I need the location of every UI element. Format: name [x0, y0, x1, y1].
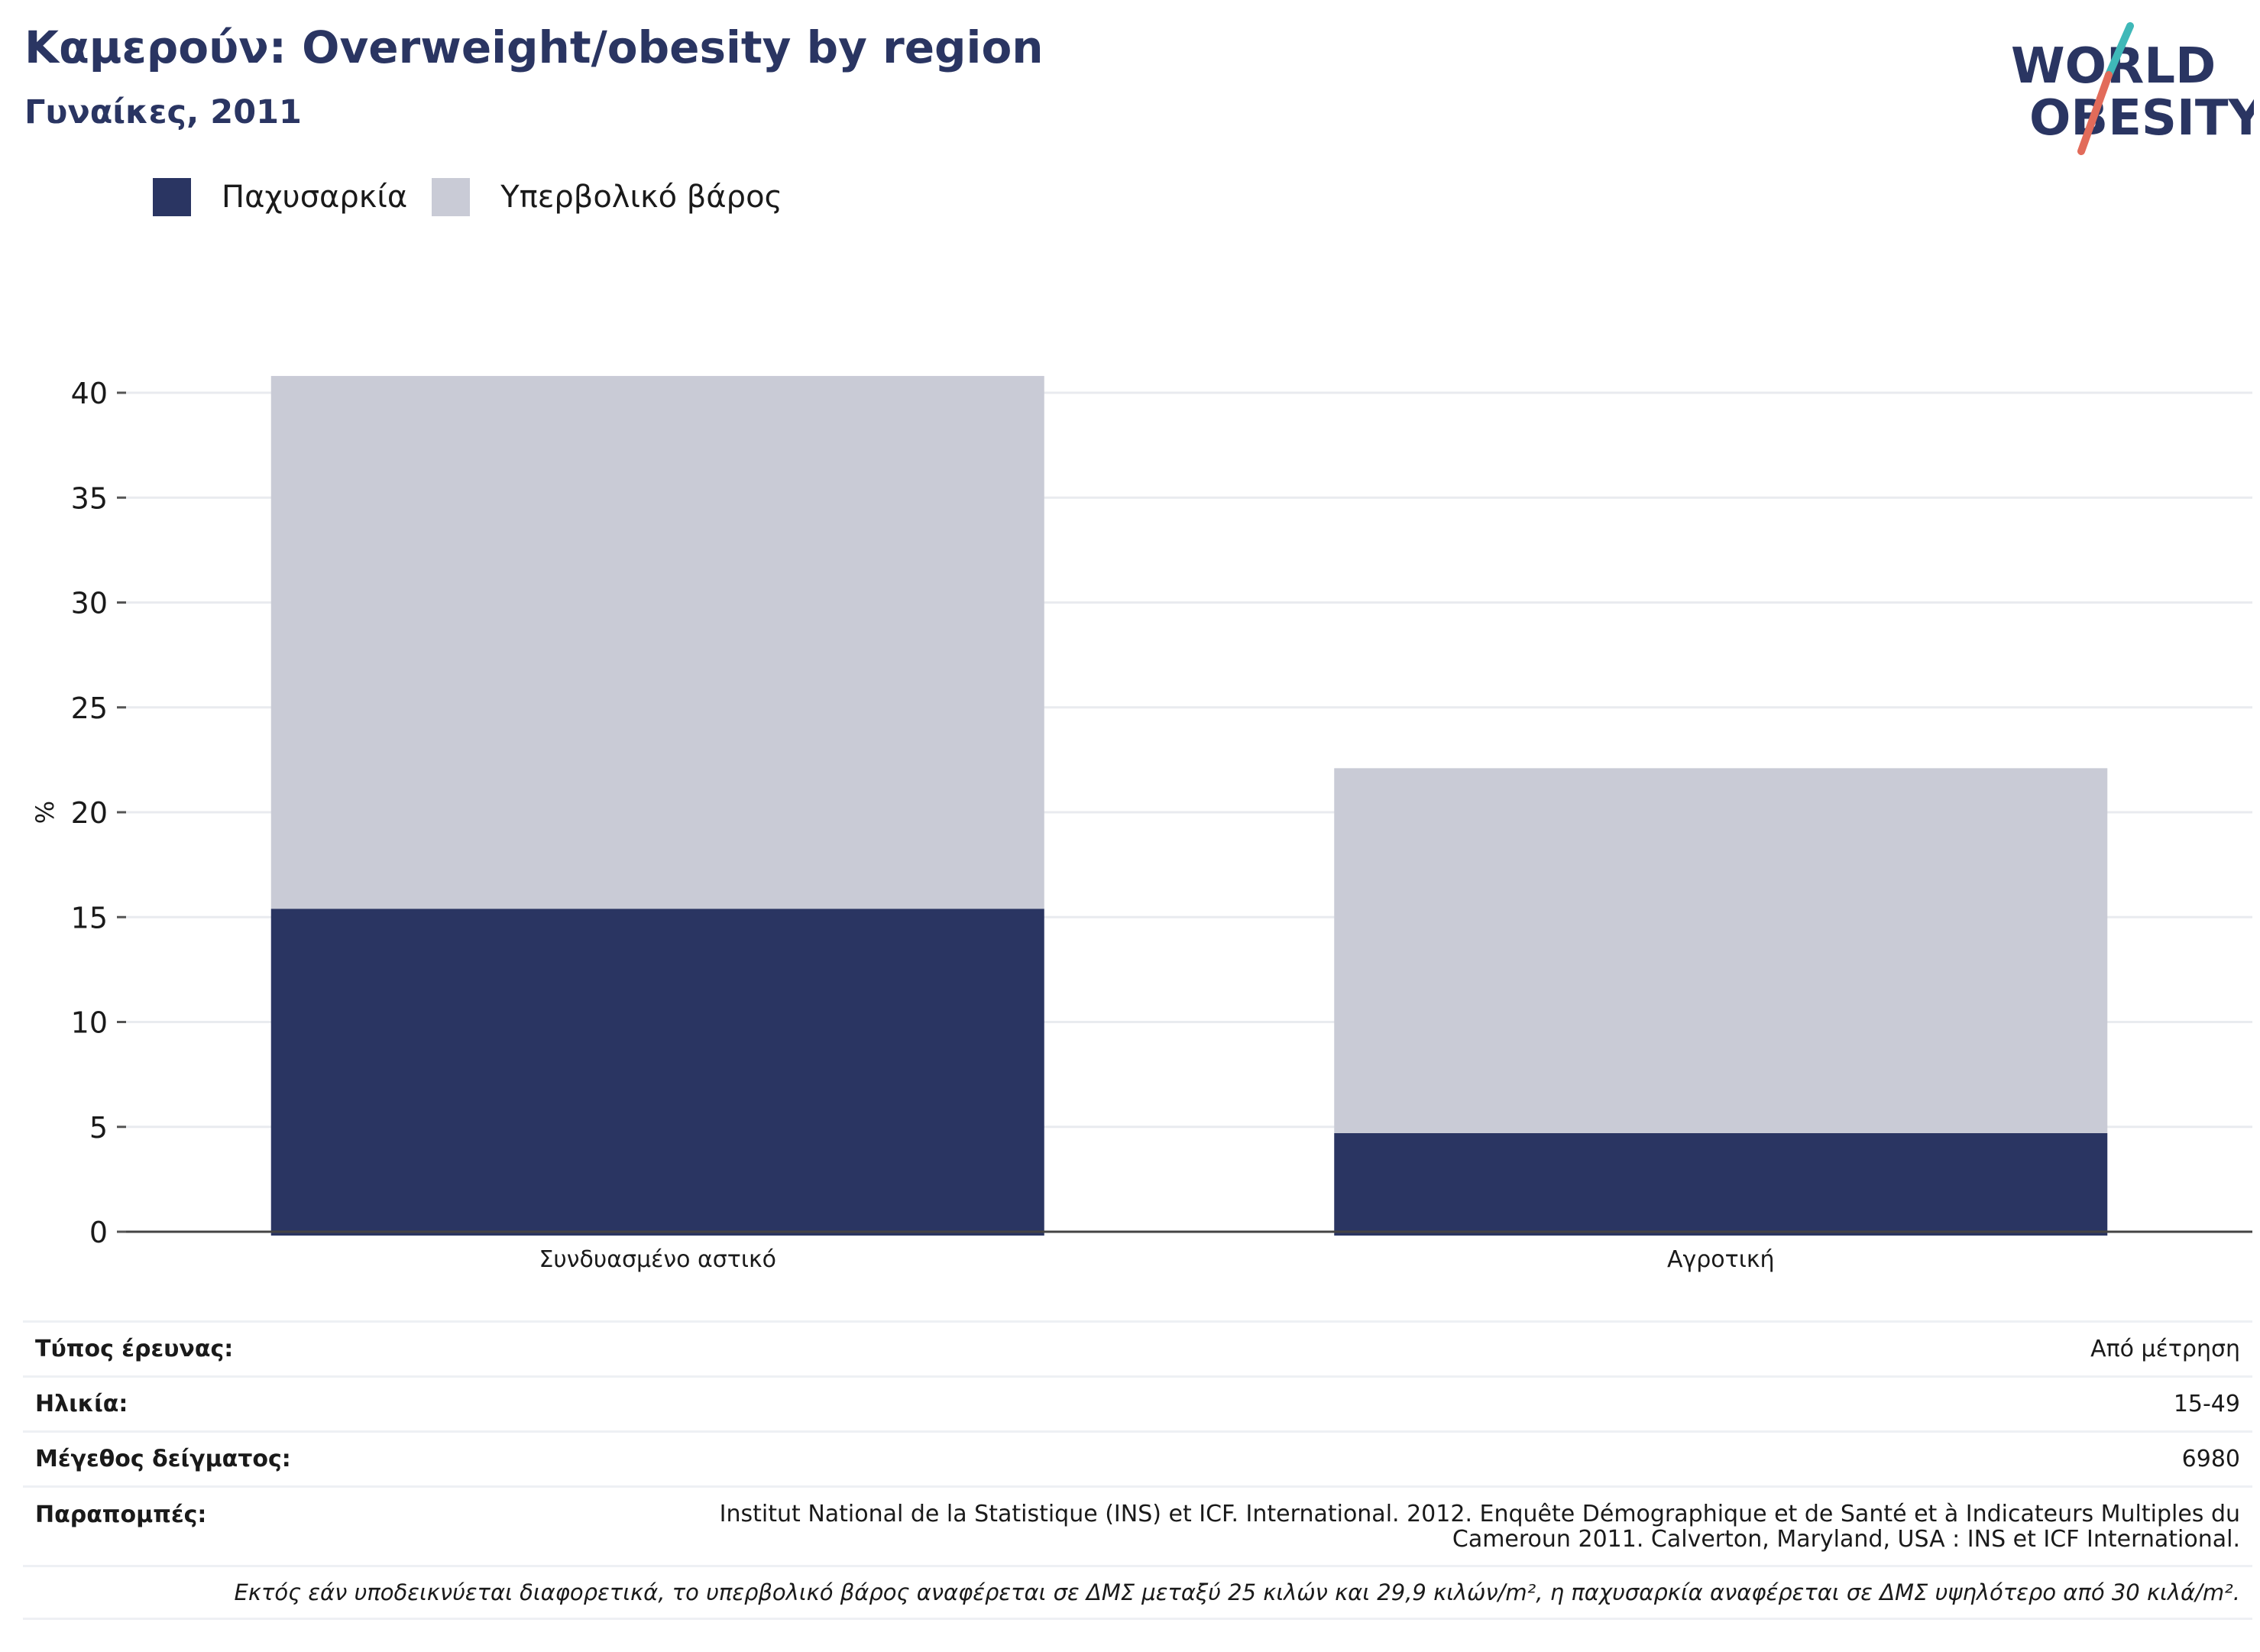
legend-swatch-obesity [153, 178, 191, 216]
info-value-age: 15-49 [2173, 1391, 2240, 1417]
x-tick-label-0: Συνδυασμένο αστικό [539, 1246, 776, 1273]
logo-slash-red [2077, 71, 2113, 155]
y-axis-label: % [31, 801, 60, 824]
chart-legend: Παχυσαρκία Υπερβολικό βάρος [153, 174, 807, 220]
y-tick-label-15: 15 [71, 901, 108, 935]
legend-label-overweight: Υπερβολικό βάρος [500, 180, 783, 215]
info-value-sample-size: 6980 [2181, 1446, 2240, 1472]
legend-item-overweight[interactable]: Υπερβολικό βάρος [432, 178, 782, 216]
y-tick-label-10: 10 [71, 1006, 108, 1040]
info-key-survey-type: Τύπος έρευνας: [35, 1336, 234, 1362]
bars [270, 376, 2108, 1236]
legend-label-obesity: Παχυσαρκία [222, 180, 408, 215]
bar-chart: 0 5 10 15 20 25 30 35 40% Συνδυασμένο αστικό Αγροτ… [31, 376, 2252, 1273]
info-row-survey-type: Τύπος έρευνας: Από μέτρηση [23, 1320, 2252, 1375]
chart-subtitle: Γυναίκες, 2011 [24, 93, 302, 131]
info-row-references: Παραπομπές: Institut National de la Stat… [23, 1485, 2252, 1565]
legend-swatch-overweight [432, 178, 471, 216]
y-tick-label-30: 30 [71, 587, 108, 620]
bmi-definition-note: Εκτός εάν υποδεικνύεται διαφορετικά, το … [234, 1579, 2241, 1605]
info-row-age: Ηλικία: 15-49 [23, 1375, 2252, 1430]
y-tick-label-20: 20 [71, 796, 108, 830]
axes: 0 5 10 15 20 25 30 35 40% Συνδυασμένο αστικό Αγροτ… [31, 377, 2252, 1273]
bar-overweight-0 [270, 376, 1044, 909]
x-tick-label-1: Αγροτική [1667, 1246, 1775, 1273]
info-key-sample-size: Μέγεθος δείγματος: [35, 1446, 291, 1472]
y-tick-label-0: 0 [89, 1216, 108, 1249]
logo-line2: OBESITY [2029, 90, 2254, 147]
bar-obesity-1 [1334, 1132, 2108, 1236]
y-tick-label-5: 5 [89, 1111, 108, 1145]
info-note-row: Εκτός εάν υποδεικνύεται διαφορετικά, το … [23, 1565, 2252, 1620]
info-row-sample-size: Μέγεθος δείγματος: 6980 [23, 1430, 2252, 1485]
chart-title: Καμερούν: Overweight/obesity by region [24, 21, 1044, 73]
bar-obesity-0 [270, 909, 1044, 1236]
y-tick-label-25: 25 [71, 692, 108, 725]
info-key-references: Παραπομπές: [35, 1501, 207, 1528]
info-key-age: Ηλικία: [35, 1391, 128, 1417]
world-obesity-logo: WORLD OBESITY [2011, 22, 2254, 155]
info-value-survey-type: Από μέτρηση [2090, 1336, 2240, 1362]
bar-overweight-1 [1334, 768, 2108, 1133]
info-value-references: Institut National de la Statistique (INS… [719, 1501, 2240, 1553]
logo-slash-teal [2105, 22, 2134, 79]
survey-info-table: Τύπος έρευνας: Από μέτρηση Ηλικία: 15-49… [23, 1320, 2252, 1620]
y-tick-label-35: 35 [71, 481, 108, 515]
y-tick-label-40: 40 [71, 377, 108, 410]
legend-item-obesity[interactable]: Παχυσαρκία [153, 178, 407, 216]
